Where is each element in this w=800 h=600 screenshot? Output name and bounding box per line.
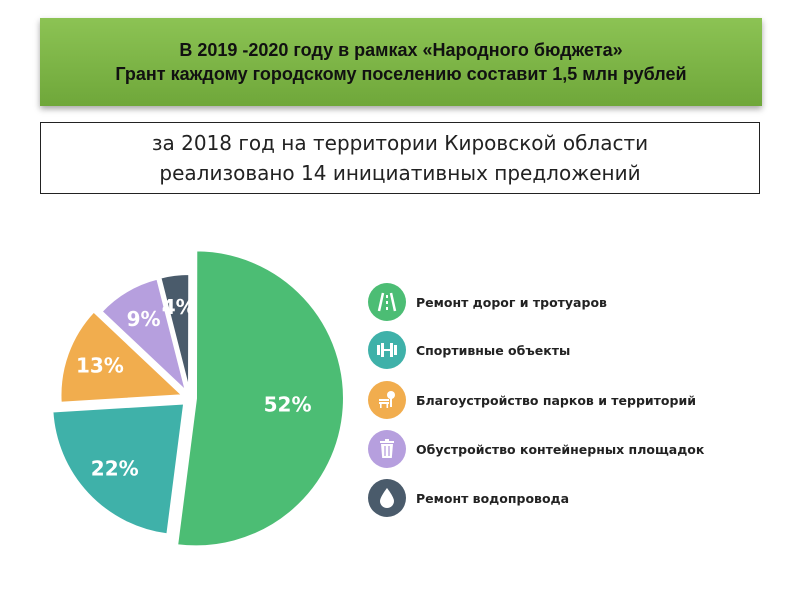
legend-item-roads: Ремонт дорог и тротуаров <box>368 282 607 322</box>
pie-slice-roads <box>176 249 345 548</box>
slice-label-containers: 9% <box>127 307 161 331</box>
summary-box: за 2018 год на территории Кировской обла… <box>40 122 760 194</box>
legend-item-water: Ремонт водопровода <box>368 478 569 518</box>
water-drop-icon <box>368 479 406 517</box>
header-line-2: Грант каждому городскому поселению соста… <box>115 64 687 84</box>
pie-slice-parks <box>59 310 185 404</box>
pie-slice-containers <box>100 277 188 395</box>
trash-bin-icon <box>368 430 406 468</box>
legend-item-containers: Обустройство контейнерных площадок <box>368 429 704 469</box>
legend-item-parks: Благоустройство парков и территорий <box>368 380 696 420</box>
legend-label: Благоустройство парков и территорий <box>416 392 696 408</box>
legend-label: Спортивные объекты <box>416 342 571 358</box>
dumbbell-icon <box>368 331 406 369</box>
summary-line-2: реализовано 14 инициативных предложений <box>159 161 641 185</box>
header-banner: В 2019 -2020 году в рамках «Народного бю… <box>40 18 762 106</box>
pie-slice-water <box>159 273 191 391</box>
slice-label-roads: 52% <box>264 392 312 416</box>
road-icon <box>368 283 406 321</box>
park-bench-icon <box>368 381 406 419</box>
legend-label: Обустройство контейнерных площадок <box>416 441 705 457</box>
legend-label: Ремонт водопровода <box>416 490 570 506</box>
slice-label-water: 4% <box>162 295 196 319</box>
legend-label: Ремонт дорог и тротуаров <box>416 294 607 310</box>
header-line-1: В 2019 -2020 году в рамках «Народного бю… <box>179 40 623 60</box>
summary-line-1: за 2018 год на территории Кировской обла… <box>151 131 649 155</box>
slice-label-parks: 13% <box>76 353 124 377</box>
pie-slice-sports <box>51 402 186 536</box>
pie-chart: 52% 22% 13%9% 4% <box>51 249 345 548</box>
legend-item-sports: Спортивные объекты <box>368 330 570 370</box>
slice-label-sports: 22% <box>91 456 139 480</box>
